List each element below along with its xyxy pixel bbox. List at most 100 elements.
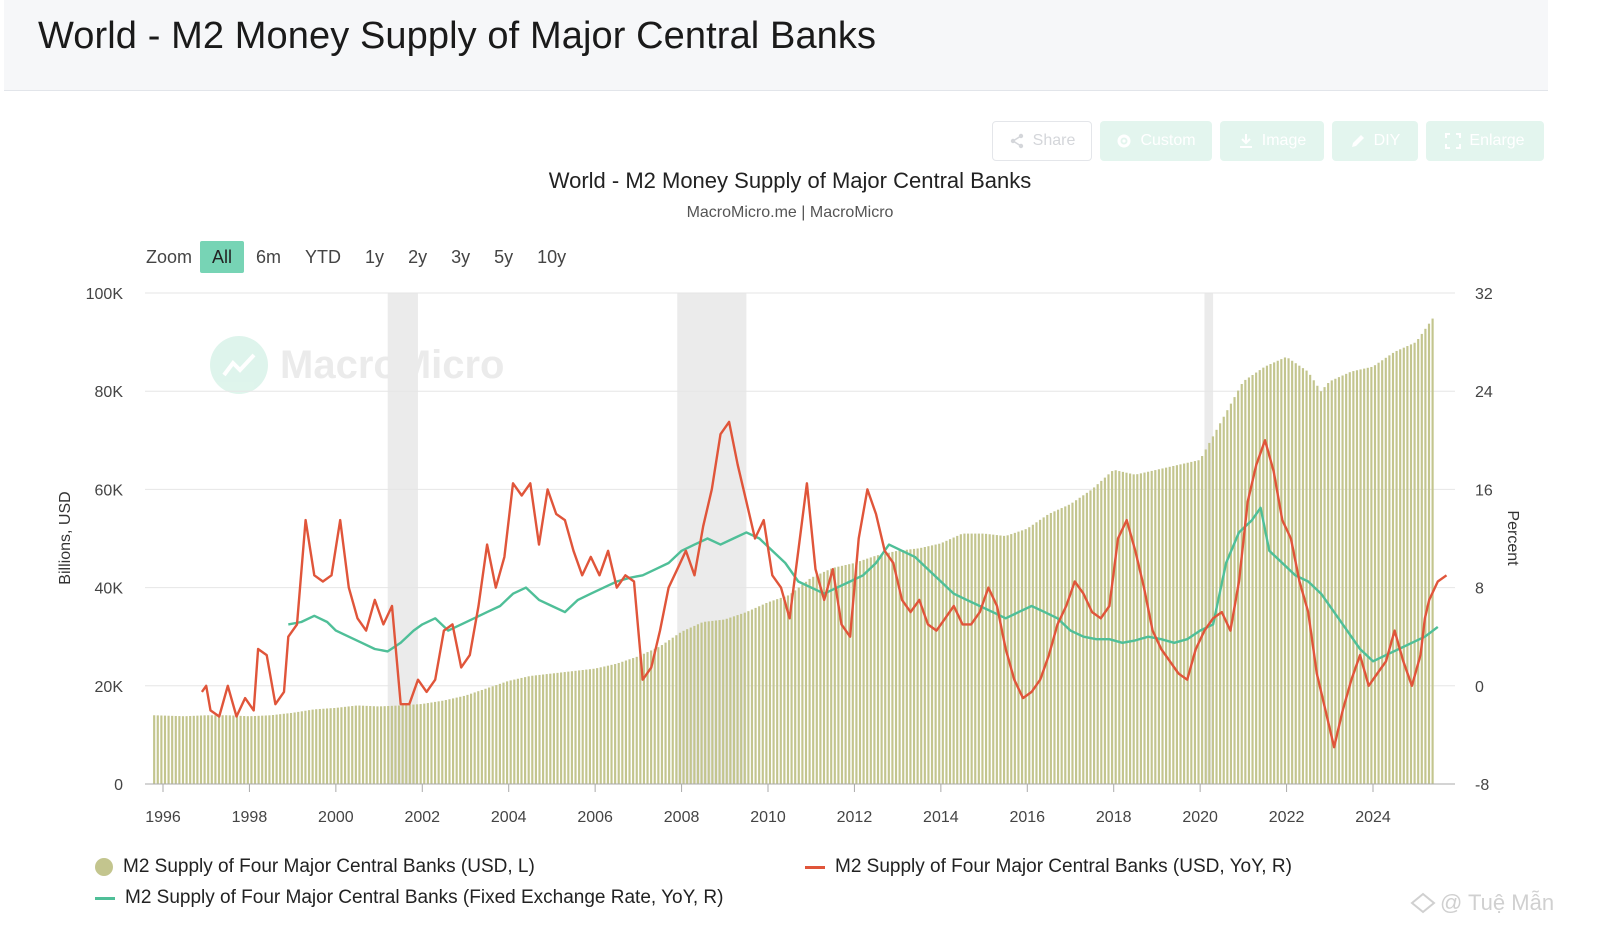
bar [1402, 347, 1405, 784]
bar [639, 655, 642, 784]
bar [1067, 504, 1070, 784]
gear-icon [1117, 134, 1131, 148]
bar [1082, 495, 1085, 784]
bar [981, 533, 984, 784]
y-left-tick: 80K [95, 384, 124, 401]
bar [1165, 467, 1168, 784]
bar [1010, 534, 1013, 784]
diy-label: DIY [1373, 132, 1401, 149]
bar [822, 571, 826, 784]
bar [628, 659, 631, 784]
image-button[interactable]: Image [1220, 121, 1324, 161]
bar [1276, 360, 1279, 784]
enlarge-label: Enlarge [1469, 132, 1525, 149]
bar [1161, 468, 1164, 784]
bar [848, 564, 851, 784]
bar [477, 691, 480, 784]
bar [300, 711, 303, 784]
bar [1359, 369, 1362, 784]
bar [977, 533, 980, 784]
share-label: Share [1032, 132, 1076, 149]
bar [657, 647, 660, 784]
share-button[interactable]: Share [992, 121, 1092, 161]
bar [797, 587, 800, 784]
bar [941, 542, 944, 784]
zoom-all[interactable]: All [200, 241, 245, 273]
zoom-6m[interactable]: 6m [256, 246, 282, 267]
bar [1208, 442, 1211, 784]
bar [351, 706, 354, 784]
bar [1190, 461, 1193, 784]
bar [502, 682, 505, 784]
enlarge-button[interactable]: Enlarge [1426, 121, 1544, 161]
bar [167, 715, 170, 784]
bar [531, 675, 534, 784]
bar [570, 671, 573, 784]
bar [1193, 461, 1197, 784]
bar [1352, 371, 1355, 784]
bar [959, 534, 962, 784]
bar [235, 715, 239, 784]
zoom-2y[interactable]: 2y [408, 246, 428, 267]
bar [1168, 466, 1171, 784]
legend-item-usd-level[interactable]: M2 Supply of Four Major Central Banks (U… [95, 856, 535, 878]
legend-item-usd-yoy[interactable]: M2 Supply of Four Major Central Banks (U… [805, 856, 1292, 878]
bar [1046, 514, 1049, 784]
bar [297, 711, 300, 784]
bar [1031, 524, 1034, 784]
bar [1179, 464, 1182, 784]
bar [650, 650, 653, 784]
y-right-tick: 24 [1475, 384, 1493, 401]
bar [1035, 522, 1038, 784]
bar [207, 715, 210, 784]
bar [772, 600, 775, 784]
bar [171, 715, 174, 784]
bar [747, 611, 750, 784]
bar [1013, 532, 1016, 784]
bar [740, 613, 743, 784]
bar [610, 664, 613, 784]
bar [354, 705, 357, 784]
zoom-1y[interactable]: 1y [365, 246, 385, 267]
bar [527, 676, 530, 784]
bar [1211, 436, 1215, 784]
zoom-3y[interactable]: 3y [451, 246, 471, 267]
y-left-tick: 0 [114, 777, 123, 794]
bar [1301, 368, 1305, 784]
bar [696, 624, 700, 784]
bar [869, 557, 872, 784]
bar [228, 715, 231, 784]
bar [325, 708, 329, 784]
legend-label: M2 Supply of Four Major Central Banks (U… [835, 856, 1292, 877]
legend-item-fixed-yoy[interactable]: M2 Supply of Four Major Central Banks (F… [95, 887, 723, 909]
x-tick: 2024 [1355, 809, 1391, 826]
bar [221, 715, 224, 784]
bar [606, 665, 610, 784]
bar [1071, 502, 1074, 784]
bar [322, 708, 325, 784]
x-tick: 2006 [577, 809, 613, 826]
x-tick: 1996 [145, 809, 181, 826]
bar [1373, 365, 1377, 784]
bar [930, 545, 934, 784]
bar [1283, 357, 1287, 784]
bar [923, 547, 926, 784]
bar [1316, 385, 1319, 784]
bar [909, 549, 912, 784]
bar [196, 715, 199, 784]
diy-button[interactable]: DIY [1332, 121, 1418, 161]
zoom-ytd[interactable]: YTD [305, 246, 342, 267]
legend-swatch-bar [95, 858, 113, 876]
bar [1024, 529, 1027, 784]
custom-button[interactable]: Custom [1100, 121, 1212, 161]
bar [873, 556, 876, 784]
bar [599, 667, 602, 784]
bar [1020, 530, 1024, 784]
bar [1125, 472, 1128, 784]
bar [311, 709, 314, 784]
zoom-5y[interactable]: 5y [494, 246, 514, 267]
chart-toolbar: Share Custom Image DIY Enlarge [992, 121, 1544, 161]
zoom-10y[interactable]: 10y [537, 246, 567, 267]
bar [714, 620, 718, 784]
bar [1143, 472, 1146, 784]
